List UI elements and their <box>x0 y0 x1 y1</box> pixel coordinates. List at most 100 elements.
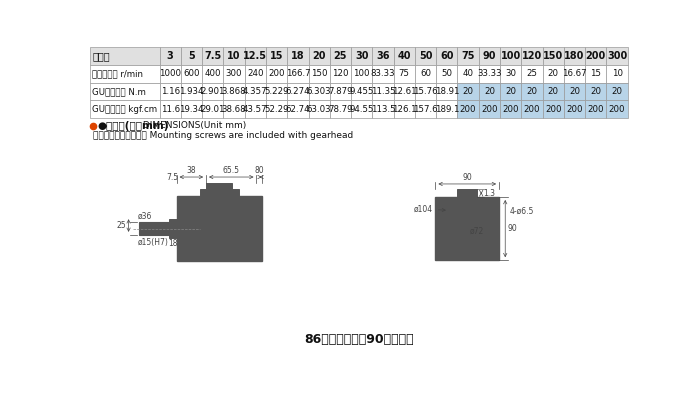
Bar <box>181 100 202 118</box>
Text: 12.5: 12.5 <box>244 51 267 61</box>
Text: 300: 300 <box>607 51 627 61</box>
Text: 输出轴转速 r/min: 输出轴转速 r/min <box>92 69 144 78</box>
Bar <box>542 83 564 100</box>
Bar <box>309 100 330 118</box>
Text: 120: 120 <box>522 51 542 61</box>
Text: 80: 80 <box>254 167 264 175</box>
Text: 33.33: 33.33 <box>477 69 502 78</box>
Bar <box>415 83 436 100</box>
Bar <box>202 83 223 100</box>
Bar <box>500 100 522 118</box>
Text: 2.901: 2.901 <box>200 87 225 96</box>
Text: 36: 36 <box>376 51 390 61</box>
Bar <box>585 65 606 83</box>
Bar <box>606 100 628 118</box>
Text: 7.5: 7.5 <box>167 173 178 182</box>
Text: 62.74: 62.74 <box>286 105 310 114</box>
Bar <box>458 100 479 118</box>
Bar <box>393 65 415 83</box>
Text: 25: 25 <box>526 69 538 78</box>
Bar <box>202 100 223 118</box>
Text: 18: 18 <box>168 240 178 248</box>
Text: GU允许力矩 N.m: GU允许力矩 N.m <box>92 87 146 96</box>
Text: 减速比: 减速比 <box>92 51 110 61</box>
Text: 50: 50 <box>441 69 452 78</box>
Bar <box>585 47 606 65</box>
Text: 200: 200 <box>566 105 582 114</box>
Text: 20: 20 <box>612 87 622 96</box>
Bar <box>542 65 564 83</box>
Text: 200: 200 <box>587 105 604 114</box>
Bar <box>266 83 287 100</box>
Bar <box>287 65 309 83</box>
Bar <box>606 83 628 100</box>
Text: 20: 20 <box>590 87 601 96</box>
Bar <box>372 83 393 100</box>
Text: 20: 20 <box>484 87 495 96</box>
Text: 20: 20 <box>505 87 516 96</box>
Text: 40: 40 <box>398 51 411 61</box>
Text: 126.1: 126.1 <box>392 105 416 114</box>
Bar <box>351 100 372 118</box>
Text: 5.229: 5.229 <box>265 87 289 96</box>
Bar <box>457 190 477 197</box>
Bar <box>415 100 436 118</box>
Text: 90: 90 <box>482 51 496 61</box>
Text: 86型无刷电机配90型减速筱: 86型无刷电机配90型减速筱 <box>304 333 414 346</box>
Text: 90: 90 <box>463 173 472 182</box>
Bar <box>266 100 287 118</box>
Bar <box>223 83 245 100</box>
Bar <box>139 223 176 235</box>
Text: 200: 200 <box>609 105 625 114</box>
Bar <box>435 197 499 260</box>
Text: 15.76: 15.76 <box>413 87 438 96</box>
Bar <box>500 65 522 83</box>
Text: 150: 150 <box>543 51 564 61</box>
Bar <box>606 65 628 83</box>
Text: 15: 15 <box>590 69 601 78</box>
Bar <box>522 65 542 83</box>
Bar <box>287 83 309 100</box>
Text: GU允许力矩 kgf.cm: GU允许力矩 kgf.cm <box>92 105 158 114</box>
Text: 16.67: 16.67 <box>562 69 587 78</box>
Text: ø104: ø104 <box>414 204 445 214</box>
Text: 20: 20 <box>547 69 559 78</box>
Bar <box>176 196 262 261</box>
Text: 1000: 1000 <box>159 69 181 78</box>
Text: 减速器附有安装用联丝 Mounting screws are included with gearhead: 减速器附有安装用联丝 Mounting screws are included … <box>93 131 354 140</box>
Bar <box>181 47 202 65</box>
Text: 5: 5 <box>188 51 195 61</box>
Bar <box>90 83 160 100</box>
Bar <box>393 100 415 118</box>
Text: ●外形图(单位mm): ●外形图(单位mm) <box>97 121 169 131</box>
Text: 30: 30 <box>355 51 368 61</box>
Text: 600: 600 <box>183 69 199 78</box>
Text: 12.61: 12.61 <box>392 87 416 96</box>
Text: 18.91: 18.91 <box>435 87 459 96</box>
Text: 200: 200 <box>586 51 606 61</box>
Text: ø72: ø72 <box>470 227 484 236</box>
Bar <box>309 65 330 83</box>
Bar <box>223 47 245 65</box>
Text: 113.5: 113.5 <box>371 105 395 114</box>
Text: 11.6: 11.6 <box>161 105 180 114</box>
Bar <box>351 65 372 83</box>
Bar <box>330 100 351 118</box>
Text: 20: 20 <box>569 87 580 96</box>
Bar <box>522 83 542 100</box>
Text: 100: 100 <box>500 51 521 61</box>
Bar <box>192 208 246 249</box>
Text: 60: 60 <box>420 69 431 78</box>
Bar <box>90 65 160 83</box>
Bar <box>330 47 351 65</box>
Text: ø36: ø36 <box>138 212 153 221</box>
Text: 7.879: 7.879 <box>328 87 353 96</box>
Bar <box>181 65 202 83</box>
Text: 10: 10 <box>228 51 241 61</box>
Text: 200: 200 <box>481 105 498 114</box>
Bar <box>266 65 287 83</box>
Text: 20: 20 <box>312 51 326 61</box>
Bar <box>479 65 500 83</box>
Bar <box>181 83 202 100</box>
Text: 20: 20 <box>547 87 559 96</box>
